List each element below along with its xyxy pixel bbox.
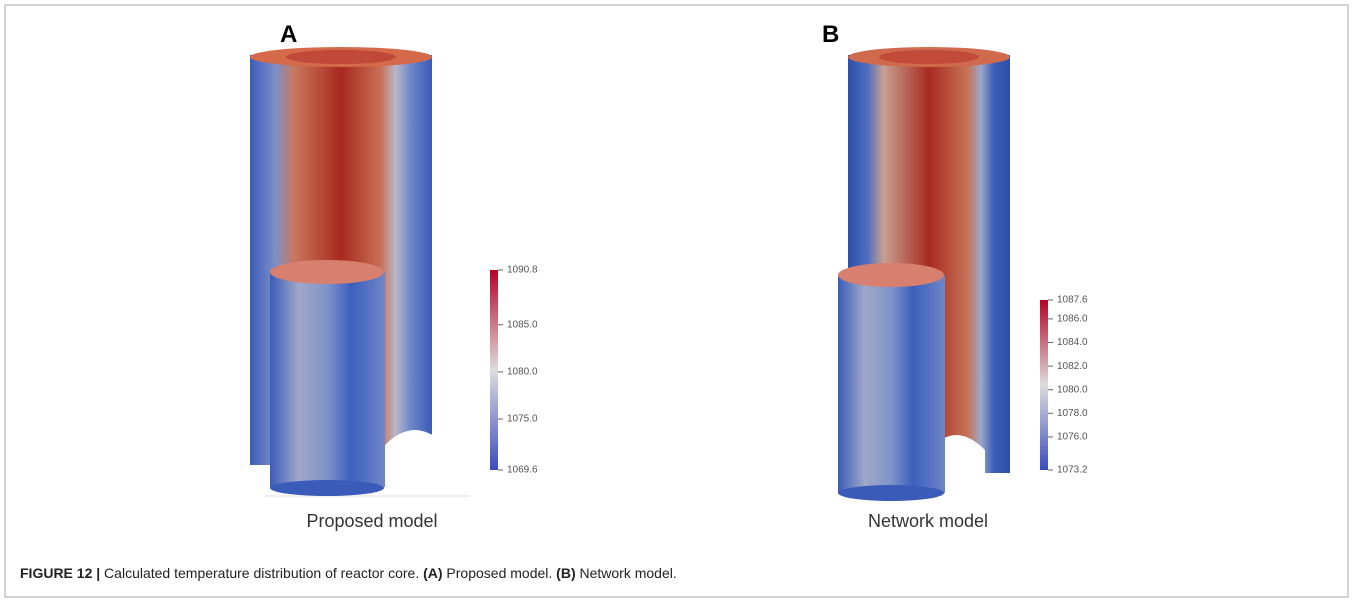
side-column <box>838 275 945 493</box>
side-bottom <box>270 480 384 496</box>
caption-text: Network model. <box>575 565 677 581</box>
colorbar-tick-label: 1080.0 <box>507 367 538 378</box>
colorbar-tick-label: 1076.0 <box>1057 432 1088 443</box>
figure-caption: FIGURE 12 | Calculated temperature distr… <box>20 565 677 581</box>
colorbar-tick-label: 1073.2 <box>1057 465 1088 476</box>
colorbar <box>1040 300 1048 470</box>
side-top <box>838 263 944 287</box>
colorbar-tick-label: 1078.0 <box>1057 408 1088 419</box>
side-top <box>270 260 384 284</box>
colorbar-tick-label: 1080.0 <box>1057 384 1088 395</box>
panel-caption: Network model <box>868 511 988 531</box>
colorbar-tick-label: 1086.0 <box>1057 314 1088 325</box>
panel-label: B <box>822 21 839 48</box>
colorbar-tick-label: 1087.6 <box>1057 295 1088 306</box>
figure-border <box>4 4 1349 598</box>
colorbar-tick-label: 1082.0 <box>1057 361 1088 372</box>
core-bore <box>286 50 396 64</box>
colorbar-tick-label: 1085.0 <box>507 319 538 330</box>
arch-cut <box>385 430 445 465</box>
caption-text: Proposed model. <box>442 565 557 581</box>
caption-text: FIGURE 12 | <box>20 565 101 581</box>
colorbar-tick-label: 1090.8 <box>507 265 538 276</box>
panel-label: A <box>280 21 297 48</box>
panel-caption: Proposed model <box>306 511 437 531</box>
caption-text: (A) <box>423 565 443 581</box>
caption-text: (B) <box>556 565 576 581</box>
colorbar-tick-label: 1075.0 <box>507 414 538 425</box>
colorbar-tick-label: 1069.6 <box>507 465 538 476</box>
colorbar-tick-label: 1084.0 <box>1057 337 1088 348</box>
render-a <box>250 47 498 496</box>
render-b <box>838 47 1048 501</box>
side-bottom <box>838 485 944 501</box>
caption-text: Calculated temperature distribution of r… <box>100 565 424 581</box>
core-bore <box>879 50 979 64</box>
colorbar <box>490 270 498 470</box>
side-column <box>270 272 385 487</box>
